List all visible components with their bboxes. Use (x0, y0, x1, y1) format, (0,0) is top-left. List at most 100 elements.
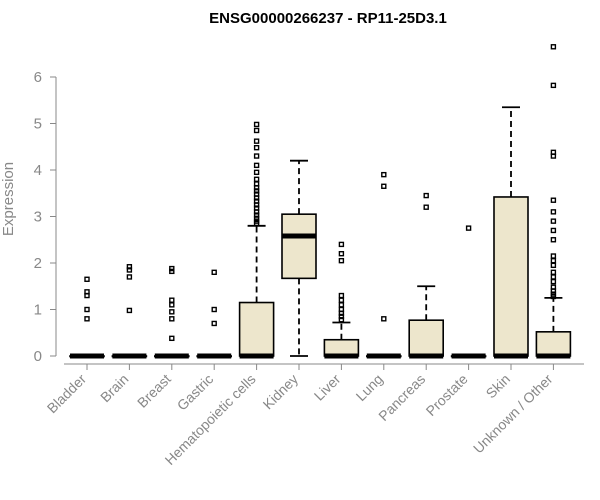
outlier-point (84, 316, 90, 322)
outlier-point (338, 313, 345, 320)
outlier-point (169, 302, 175, 308)
outlier-point (253, 184, 260, 191)
x-tick-label: Skin (483, 371, 514, 402)
outlier-point (550, 237, 557, 243)
outlier-point (338, 250, 345, 257)
outlier-point (169, 335, 175, 342)
y-tick-label: 6 (34, 69, 42, 86)
x-tick-label: Kidney (260, 371, 302, 413)
box-group (281, 159, 317, 357)
y-tick-label: 4 (34, 162, 42, 179)
x-tick-label: Lung (353, 371, 386, 404)
box-iqr (535, 331, 572, 357)
outlier-point (253, 212, 260, 218)
outlier-point (253, 153, 260, 159)
outlier-point (550, 253, 557, 259)
outlier-point (126, 307, 133, 314)
outlier-point (338, 292, 345, 299)
outlier-point (84, 276, 90, 282)
outlier-point (253, 220, 260, 227)
outlier-point (550, 44, 557, 50)
outlier-point (126, 267, 133, 273)
outlier-point (423, 204, 429, 210)
outlier-point (550, 278, 557, 285)
outlier-point (550, 209, 557, 215)
outlier-point (169, 265, 175, 272)
box-group (493, 106, 529, 359)
outlier-point (84, 306, 90, 313)
outlier-point (338, 241, 345, 248)
outlier-point (126, 264, 133, 270)
y-tick-label: 2 (34, 255, 42, 272)
box-group (238, 121, 275, 359)
box-group (154, 265, 190, 359)
x-tick-label: Prostate (423, 371, 471, 419)
outlier-point (550, 153, 557, 159)
outlier-point (550, 288, 557, 294)
box-group (365, 171, 402, 359)
x-tick-label: Pancreas (375, 371, 428, 424)
x-tick-label: Liver (311, 371, 344, 404)
outlier-point (169, 268, 175, 275)
y-axis-label: Expression (0, 162, 17, 236)
chart-title: ENSG00000266237 - RP11-25D3.1 (209, 10, 447, 27)
outlier-point (550, 82, 557, 89)
outlier-point (338, 257, 345, 264)
box-group (535, 44, 572, 359)
outlier-point (253, 176, 260, 183)
y-tick-label: 5 (34, 116, 42, 133)
outlier-point (211, 306, 217, 313)
outlier-point (550, 257, 557, 264)
box-iqr (493, 196, 529, 357)
box-group (196, 269, 232, 359)
y-axis: 0 1 2 3 4 5 6 (34, 69, 57, 365)
outlier-point (84, 292, 90, 299)
x-tick-label: Brain (97, 371, 131, 405)
outlier-point (550, 269, 557, 275)
outlier-point (338, 297, 345, 303)
outlier-point (253, 169, 260, 176)
outlier-point (550, 262, 557, 269)
outlier-point (253, 202, 260, 208)
box-group (111, 264, 148, 359)
outlier-point (338, 302, 345, 308)
outlier-point (423, 192, 429, 199)
box-group (323, 241, 360, 359)
outlier-point (211, 269, 217, 275)
box-iqr (408, 319, 445, 357)
y-tick-label: 0 (34, 348, 42, 365)
outlier-point (211, 320, 217, 327)
outlier-point (253, 121, 260, 128)
outlier-point (169, 309, 175, 315)
outlier-point (550, 293, 557, 300)
outlier-point (550, 227, 557, 234)
outlier-point (253, 127, 260, 134)
outlier-point (465, 225, 472, 231)
outlier-point (253, 209, 260, 215)
outlier-point (169, 316, 175, 322)
outlier-point (550, 274, 557, 280)
outlier-point (550, 218, 557, 224)
outlier-point (381, 183, 387, 189)
x-tick-label: Bladder (44, 371, 90, 417)
outlier-point (381, 316, 387, 322)
outlier-point (253, 144, 260, 151)
box-group (408, 192, 445, 359)
outlier-point (338, 317, 345, 323)
y-tick-label: 3 (34, 209, 42, 226)
outlier-point (550, 197, 557, 203)
x-tick-label: Breast (134, 371, 174, 411)
box-group (69, 276, 105, 359)
outlier-point (253, 195, 260, 201)
plot-area (69, 44, 572, 359)
x-tick-label: Unknown / Other (470, 371, 556, 457)
outlier-point (253, 188, 260, 194)
y-tick-label: 1 (34, 302, 42, 319)
outlier-point (253, 138, 260, 144)
outlier-point (169, 297, 175, 303)
outlier-point (381, 171, 387, 178)
box-group (450, 225, 487, 359)
